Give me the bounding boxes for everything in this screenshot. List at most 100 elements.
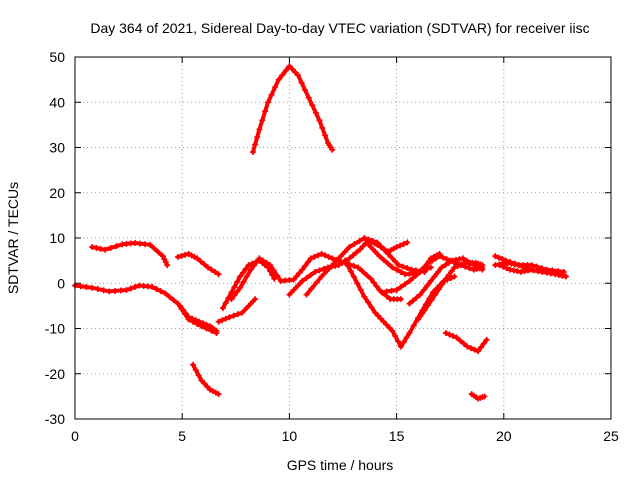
data-point	[457, 337, 464, 344]
y-tick-label: 0	[57, 275, 65, 291]
data-point	[421, 264, 428, 271]
data-point	[507, 266, 514, 273]
data-point	[189, 361, 196, 368]
data-point	[123, 287, 130, 294]
series-line	[73, 283, 219, 335]
data-point	[386, 324, 393, 331]
data-point	[259, 257, 266, 264]
data-point	[363, 271, 370, 278]
data-point	[203, 321, 210, 328]
data-point	[440, 254, 447, 261]
data-point	[415, 316, 422, 323]
data-point	[456, 256, 463, 263]
data-point	[400, 339, 407, 346]
x-tick-label: 25	[603, 428, 619, 444]
data-point	[393, 287, 400, 294]
data-point	[517, 268, 524, 275]
data-point	[307, 255, 314, 262]
data-point	[271, 275, 278, 282]
data-point	[153, 285, 160, 292]
data-point	[423, 261, 430, 268]
data-point	[312, 109, 319, 116]
data-series	[72, 63, 569, 402]
data-point	[397, 296, 404, 303]
data-point	[106, 288, 113, 295]
data-point	[299, 277, 306, 284]
data-point	[298, 79, 305, 86]
data-point	[360, 243, 367, 250]
data-point	[460, 340, 467, 347]
x-tick-label: 20	[496, 428, 512, 444]
data-point	[393, 266, 400, 273]
data-point	[293, 273, 300, 280]
data-point	[467, 345, 474, 352]
data-point	[392, 333, 399, 340]
data-point	[254, 133, 261, 140]
data-point	[289, 66, 296, 73]
data-point	[355, 264, 362, 271]
data-point	[431, 273, 438, 280]
data-point	[269, 271, 276, 278]
data-point	[350, 273, 357, 280]
data-point	[395, 338, 402, 345]
data-point	[270, 267, 277, 274]
data-point	[397, 284, 404, 291]
series-track-21	[492, 253, 567, 275]
data-point	[162, 290, 169, 297]
data-point	[404, 239, 411, 246]
data-point	[436, 250, 443, 257]
data-point	[222, 299, 229, 306]
data-point	[174, 254, 181, 261]
data-point	[166, 293, 173, 300]
series-track-5	[177, 302, 220, 334]
series-track-2	[89, 239, 171, 269]
data-point	[155, 249, 162, 256]
data-point	[471, 346, 478, 353]
data-point	[279, 72, 286, 79]
data-point	[351, 241, 358, 248]
data-point	[435, 286, 442, 293]
data-point	[443, 256, 450, 263]
series-track-17	[421, 250, 443, 271]
data-point	[94, 285, 101, 292]
data-point	[363, 239, 370, 246]
data-point	[442, 275, 449, 282]
data-point	[162, 259, 169, 266]
data-point	[421, 307, 428, 314]
data-point	[427, 277, 434, 284]
data-point	[89, 244, 96, 251]
data-point	[346, 255, 353, 262]
data-point	[290, 276, 297, 283]
data-point	[308, 285, 315, 292]
data-point	[370, 279, 377, 286]
data-point	[231, 284, 238, 291]
data-point	[247, 266, 254, 273]
data-point	[397, 343, 404, 350]
data-point	[323, 268, 330, 275]
data-point	[286, 291, 293, 298]
data-point	[252, 296, 259, 303]
series-line	[175, 251, 221, 277]
data-point	[117, 287, 124, 294]
series-track-22	[496, 262, 535, 275]
data-point	[234, 278, 241, 285]
data-point	[368, 304, 375, 311]
data-point	[560, 268, 567, 275]
data-point	[356, 238, 363, 245]
data-point	[442, 262, 449, 269]
data-point	[303, 274, 310, 281]
data-point	[237, 273, 244, 280]
data-point	[361, 235, 368, 241]
data-point	[247, 300, 254, 307]
series-track-4	[189, 361, 222, 398]
data-point	[380, 318, 387, 325]
series-track-19	[468, 391, 488, 402]
data-point	[439, 281, 446, 288]
data-point	[113, 243, 120, 250]
data-point	[250, 262, 257, 269]
data-point	[228, 289, 235, 296]
data-point	[428, 296, 435, 303]
data-point	[147, 241, 154, 248]
data-point	[215, 391, 222, 398]
data-point	[318, 250, 325, 257]
